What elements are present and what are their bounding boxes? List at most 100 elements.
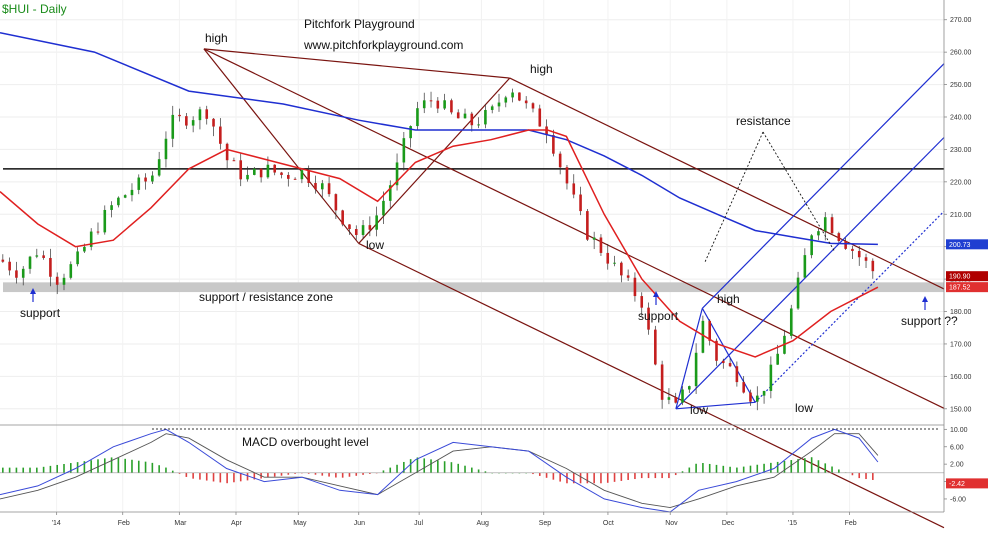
price-candle-up [361,225,365,235]
macd-histogram-bar [668,472,670,479]
price-candle-down [558,153,562,168]
resistance-pointers [704,131,836,263]
macd-histogram-bar [287,472,290,475]
price-candle-down [205,109,209,119]
price-candle-down [538,108,542,127]
annotation-high-left: high [205,31,228,45]
brown-pitchfork-tine-2 [509,77,945,290]
price-candle-up [35,255,39,257]
price-tick-label: 170.00 [950,341,972,348]
macd-histogram-bar [226,472,228,484]
macd-histogram-bar [572,472,575,484]
price-candle-down [871,260,875,272]
price-candle-up [681,389,684,403]
macd-histogram-bar [532,472,534,475]
price-candle-up [762,390,766,396]
macd-histogram-bar [2,467,4,473]
price-candle-up [789,308,793,336]
annotation-macd-level: MACD overbought level [242,435,369,449]
macd-histogram-bar [314,472,317,475]
macd-histogram-bar [858,472,861,479]
date-tick-label: Nov [665,520,678,527]
price-candle-up [62,277,66,285]
price-candle-down [864,257,868,261]
price-candle-up [823,217,827,232]
price-candle-up [776,353,779,365]
macd-histogram-bar [538,472,541,476]
date-tick-label: Oct [603,520,614,527]
macd-histogram-bar [423,458,426,473]
macd-histogram-bar [124,458,126,473]
annotation-low-jun: low [366,238,384,252]
macd-histogram-bar [239,472,242,482]
price-badges: 200.73 190.90 187.52 -2.42 [946,239,988,489]
price-candle-up [76,251,79,265]
macd-histogram-bar [742,466,745,473]
macd-histogram-bar [471,467,473,473]
date-tick-label: '14 [52,520,61,527]
price-badge [946,271,988,282]
brown-pitchfork-median [203,48,945,409]
price-candle-up [409,126,412,139]
price-badge-label: 187.52 [949,285,971,292]
macd-histogram-bar [29,467,31,473]
macd-histogram-bar [294,472,296,474]
price-candle-down [524,100,528,104]
price-candle-down [749,392,752,402]
macd-histogram-bar [36,467,38,473]
price-candle-down [144,177,147,182]
price-candle-up [497,102,501,107]
price-candle-down [1,259,5,262]
price-badge-label: 190.90 [949,274,971,281]
price-candle-down [518,92,521,101]
macd-tick-label: 6.00 [950,444,964,451]
price-candle-down [286,174,290,179]
macd-histogram-bar [593,472,595,484]
macd-histogram-bar [457,463,460,473]
price-candle-down [606,252,610,264]
price-candle-up [490,106,494,110]
macd-histogram-bar [178,472,181,474]
price-candle-down [307,170,310,183]
macd-histogram-bar [192,472,194,479]
macd-histogram-bar [763,463,765,473]
price-tick-label: 160.00 [950,374,972,381]
date-tick-label: May [293,520,307,527]
price-badge [946,239,988,250]
macd-histogram-bar [552,472,555,480]
macd-panel [0,424,944,513]
price-tick-label: 270.00 [950,17,972,24]
macd-histogram-bar [464,465,466,473]
price-candle-up [191,120,195,126]
macd-histogram-bar [273,472,276,477]
macd-histogram-bar [647,472,650,479]
price-tick-label: 260.00 [950,50,972,57]
macd-badge-label: -2.42 [949,481,965,488]
macd-histogram-bar [131,459,133,473]
price-candle-up [375,215,378,230]
price-candle-down [368,225,372,230]
price-candle-down [96,231,100,233]
header-line-1: Pitchfork Playground [304,17,415,31]
macd-histogram-bar [817,460,820,473]
blue-pitchfork-leg-b [675,401,756,410]
macd-signal-line [0,433,879,509]
macd-histogram-bar [403,461,405,473]
price-candle-down [8,261,11,271]
macd-histogram-bar [348,472,351,477]
price-candle-up [769,364,773,391]
price-candle-up [688,386,691,390]
price-candle-up [810,235,813,256]
price-badge-label: 200.73 [949,242,971,249]
macd-histogram-bar [477,469,480,473]
brown-pitchfork-leg-a [203,48,360,244]
price-candle-down [735,366,739,383]
price-candle-down [429,100,433,102]
macd-histogram-bar [389,467,392,473]
macd-histogram-bar [219,472,222,483]
macd-histogram-bar [702,463,704,473]
price-tick-label: 220.00 [950,179,972,186]
price-candle-up [137,177,141,190]
price-candle-up [484,109,487,125]
price-candle-up [592,237,596,240]
